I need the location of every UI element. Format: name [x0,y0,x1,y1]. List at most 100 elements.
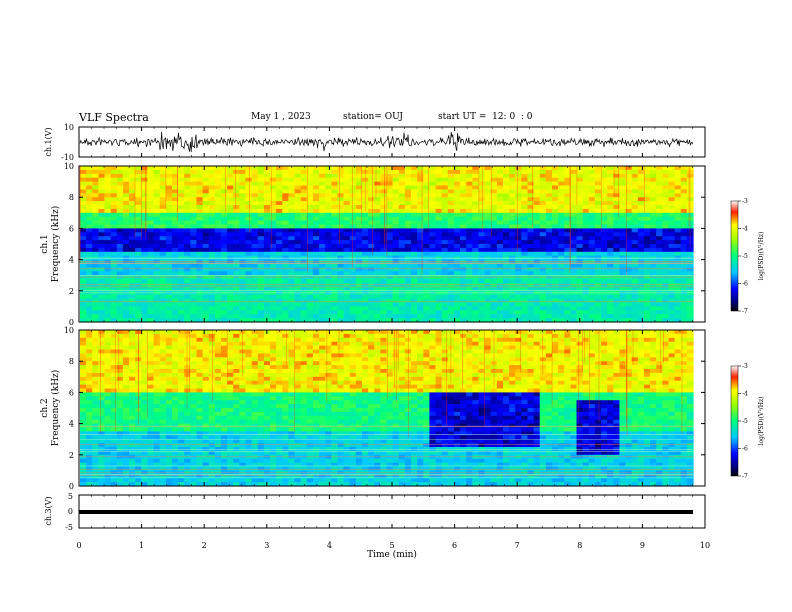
spectrogram-cell [613,236,621,241]
spectrogram-cell [135,267,142,272]
spectrogram-cell [80,435,87,440]
spectrogram-cell [607,232,614,237]
spectrogram-cell [86,205,93,210]
spectrogram-cell [637,201,645,206]
spectrogram-cell [141,369,149,374]
spectrogram-cell [576,279,584,284]
spectrogram-cell [196,435,204,440]
spectrogram-cell [153,419,161,425]
spectrogram-cell [355,201,363,206]
spectrogram-cell [674,247,682,253]
spectrogram-cell [116,435,124,440]
colorbar-tick-label: -6 [742,281,748,288]
spectrogram-cell [80,427,87,432]
spectrogram-cell [208,365,216,370]
spectrogram-cell [80,349,87,354]
spectrogram-cell [196,482,204,487]
spectrogram-cell [423,314,431,319]
spectrogram-cell [564,283,571,288]
spectrogram-cell [184,310,191,315]
spectrogram-cell [178,458,185,464]
spectrogram-cell [190,423,198,429]
spectrogram-cell [202,166,210,171]
spectrogram-cell [135,283,142,288]
spectrogram-cell [625,224,633,229]
spectrogram-cell [178,244,185,249]
spectrogram-cell [239,244,247,249]
spectrogram-cell [331,189,339,194]
spectrogram-cell [80,443,87,448]
spectrogram-cell [674,283,682,288]
spectrogram-cell [171,212,179,218]
spectrogram-cell [208,224,216,229]
spectrogram-cell [159,376,167,382]
spectrogram-cell [122,482,130,487]
spectrogram-cell [502,318,510,323]
spectrogram-cell [282,173,290,179]
spectrogram-cell [429,212,437,218]
spectrogram-cell [527,318,535,323]
spectrogram-cell [343,224,351,229]
spectrogram-cell [576,247,584,253]
spectrogram-cell [453,232,461,237]
spectrogram-cell [656,228,663,233]
spectrogram-cell [539,177,547,183]
spectrogram-cell [472,310,480,315]
spectrogram-cell [294,267,302,272]
spectrogram-cell [509,181,516,187]
spectrogram-cell [453,251,461,257]
spectrogram-cell [349,197,357,202]
spectrogram-cell [129,294,136,300]
spectrogram-cell [404,220,412,226]
spectrogram-cell [368,232,375,237]
spectrogram-cell [110,376,118,382]
spectrogram-cell [594,283,602,288]
spectrogram-cell [190,205,198,210]
spectrogram-cell [171,408,179,413]
spectrogram-cell [539,294,547,300]
spectrogram-cell [570,212,578,218]
spectrogram-cell [98,439,106,444]
spectrogram-cell [650,185,657,190]
spectrogram-cell [331,244,339,249]
spectrogram-cell [263,244,271,249]
spectrogram-cell [288,189,296,194]
spectrogram-cell [680,240,688,245]
spectrogram-cell [552,166,559,171]
spectrogram-cell [545,302,553,307]
spectrogram-cell [171,240,179,245]
spectrogram-cell [116,330,124,335]
spectrogram-cell [98,369,106,374]
spectrogram-cell [662,240,670,245]
spectrogram-cell [245,263,253,268]
spectrogram-cell [423,177,431,183]
spectrogram-cell [270,166,277,171]
spectrogram-cell [147,462,155,468]
spectrogram-cell [411,247,418,253]
spectrogram-cell [171,201,179,206]
spectrogram-cell [576,232,584,237]
spectrogram-cell [496,181,504,187]
spectrogram-cell [601,302,608,307]
spectrogram-cell [552,185,559,190]
spectrogram-cell [263,177,271,183]
spectrogram-cell [368,310,375,315]
spectrogram-cell [668,240,676,245]
spectrogram-cell [116,251,124,257]
spectrogram-cell [643,208,651,214]
spectrogram-cell [263,193,271,198]
spectrogram-cell [668,314,676,319]
spectrogram-cell [171,271,179,276]
spectrogram-cell [159,474,167,479]
spectrogram-cell [98,404,106,409]
spectrogram-cell [129,458,136,464]
spectrogram-cell [515,232,522,237]
spectrogram-cell [178,228,185,233]
spectrogram-cell [650,294,657,300]
spectrogram-cell [184,306,191,311]
spectrogram-cell [104,330,112,335]
spectrogram-cell [208,318,216,323]
spectrogram-cell [368,201,375,206]
spectrogram-cell [159,240,167,245]
spectrogram-cell [361,279,369,284]
